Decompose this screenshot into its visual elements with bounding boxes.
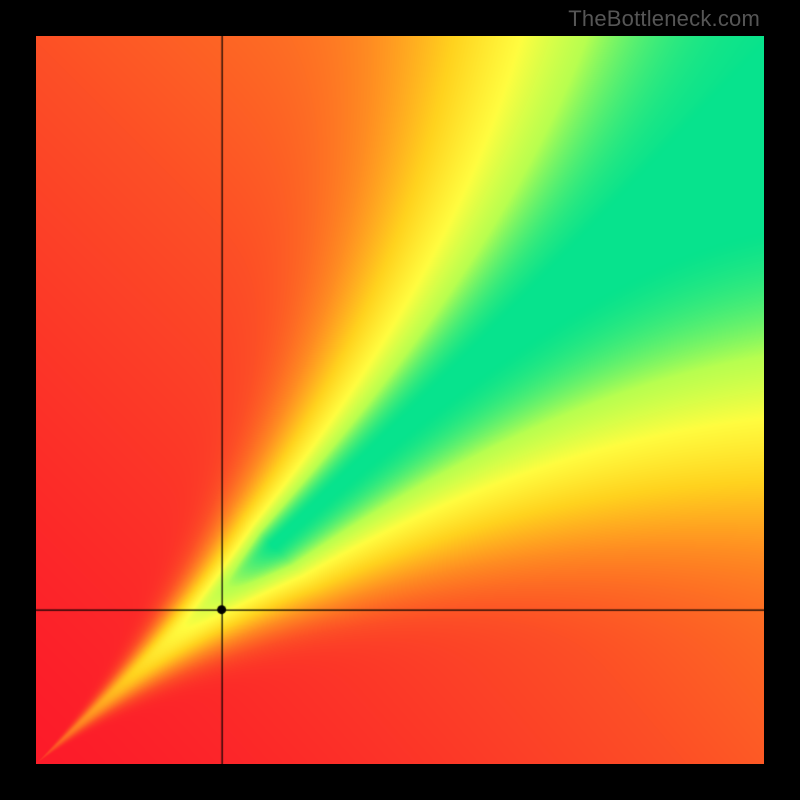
watermark-text: TheBottleneck.com (568, 6, 760, 32)
bottleneck-heatmap (36, 36, 764, 764)
